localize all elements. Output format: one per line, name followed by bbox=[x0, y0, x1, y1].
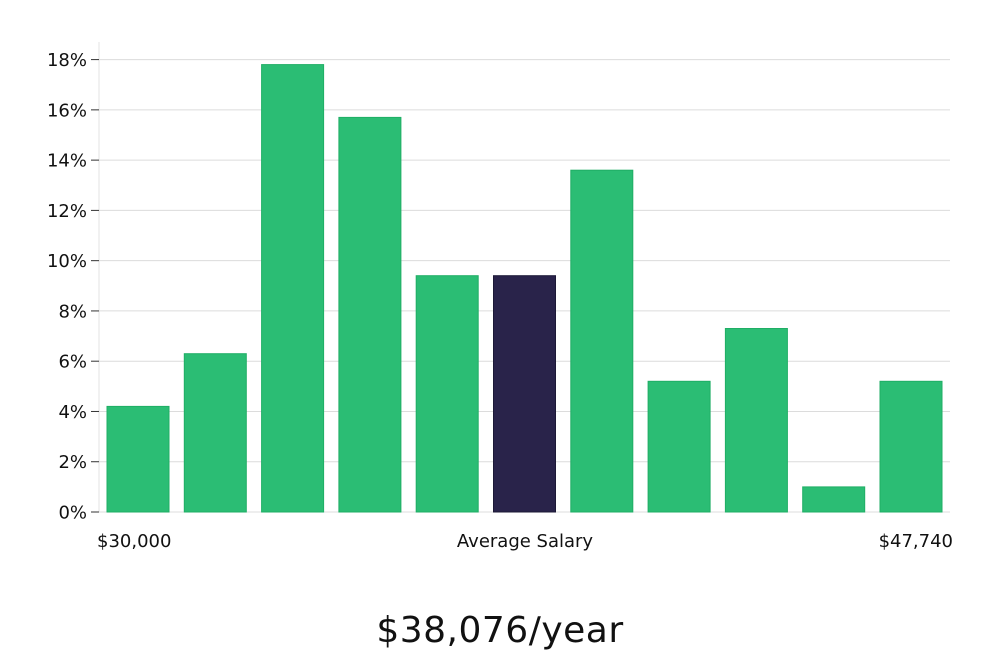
y-tick-label: 16% bbox=[47, 100, 87, 121]
y-tick-label: 0% bbox=[58, 503, 87, 524]
x-axis-min-label: $30,000 bbox=[97, 531, 171, 552]
x-axis-max-label: $47,740 bbox=[879, 531, 953, 552]
bar bbox=[415, 275, 479, 513]
bar bbox=[647, 380, 711, 513]
bar bbox=[724, 328, 788, 513]
x-axis-title: Average Salary bbox=[457, 531, 594, 552]
bars bbox=[106, 64, 943, 513]
bar bbox=[879, 380, 943, 513]
bar bbox=[261, 64, 325, 513]
bar bbox=[570, 169, 634, 513]
bar bbox=[106, 405, 170, 513]
y-tick-label: 14% bbox=[47, 151, 87, 172]
bar-highlighted bbox=[493, 275, 556, 513]
y-tick-label: 10% bbox=[47, 251, 87, 272]
average-salary-figure: $38,076/year bbox=[376, 610, 624, 651]
y-tick-label: 18% bbox=[47, 50, 87, 71]
bar bbox=[338, 116, 402, 513]
y-tick-label: 4% bbox=[58, 402, 87, 423]
bar bbox=[183, 353, 247, 513]
y-axis-ticks: 0% 2% 4% 6% 8% 10% 12% 14% 16% 18% bbox=[47, 50, 99, 524]
y-tick-label: 12% bbox=[47, 201, 87, 222]
bar bbox=[802, 486, 866, 513]
y-tick-label: 8% bbox=[58, 301, 87, 322]
y-tick-label: 2% bbox=[58, 452, 87, 473]
y-tick-label: 6% bbox=[58, 352, 87, 373]
